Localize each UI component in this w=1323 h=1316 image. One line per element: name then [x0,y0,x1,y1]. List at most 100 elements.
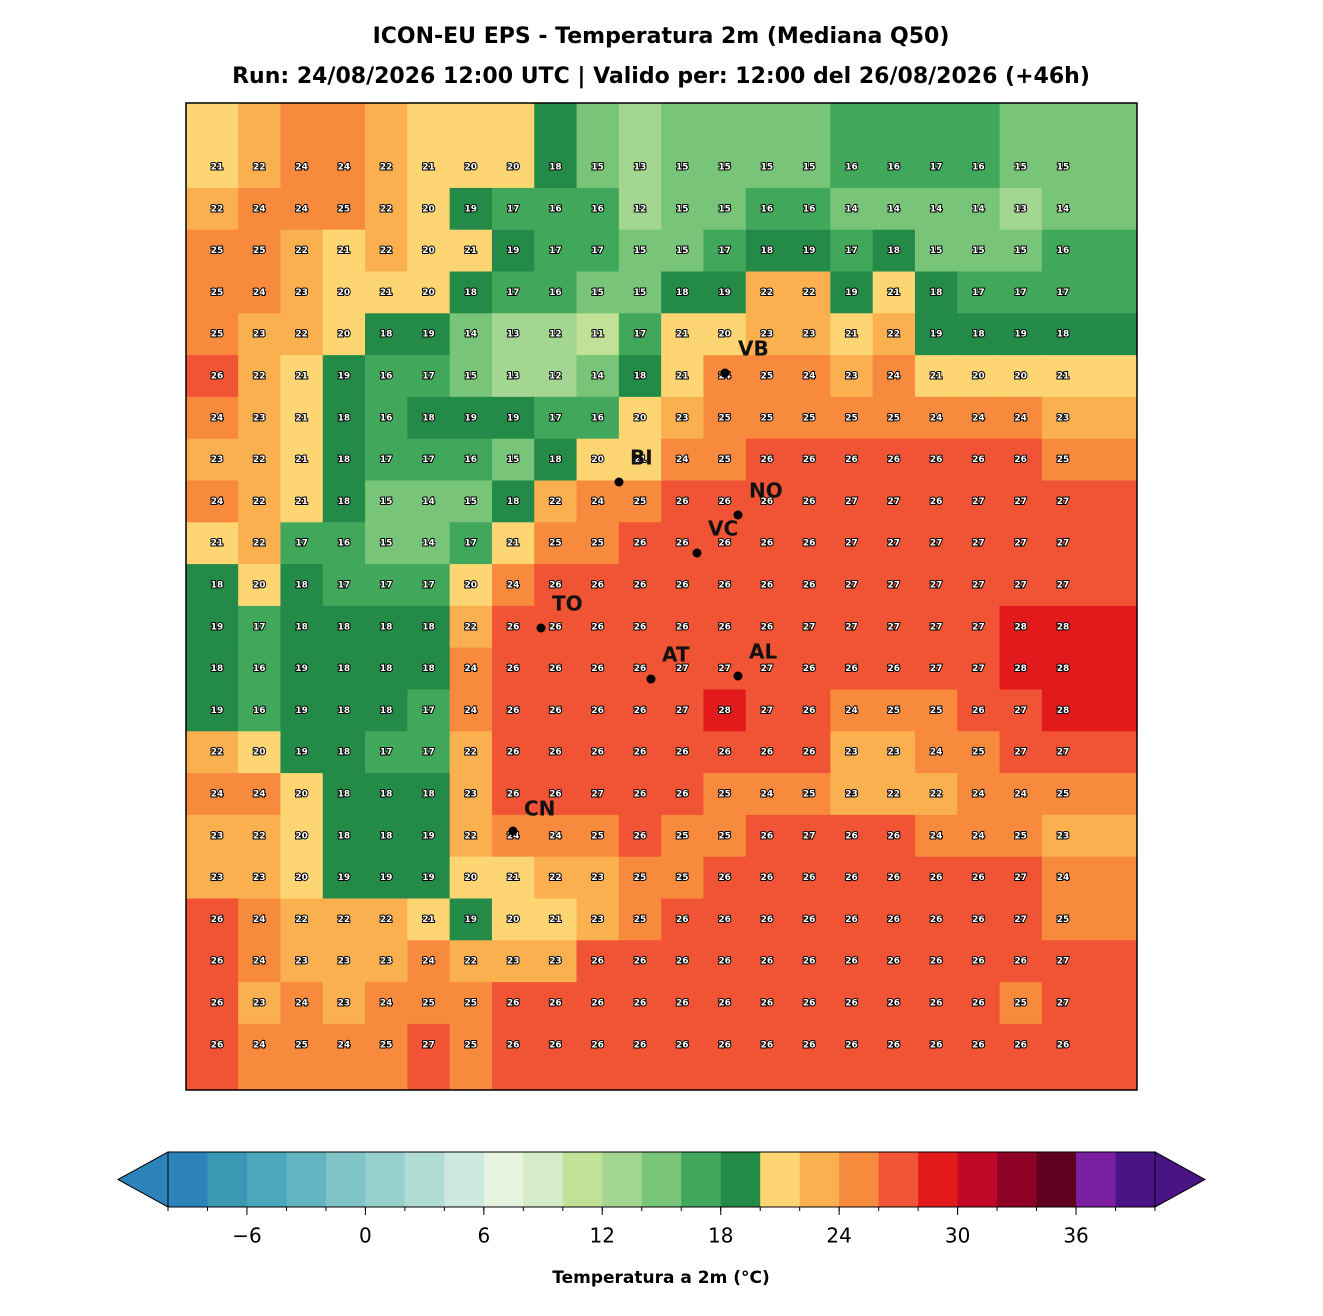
temperature-cell [322,187,366,231]
colorbar-bin [1115,1152,1156,1207]
temperature-cell [280,814,324,858]
temperature-cell [703,103,747,189]
temperature-label: 27 [1014,748,1027,758]
temperature-cell [1041,689,1138,732]
temperature-label: 18 [338,664,351,674]
temperature-label: 19 [465,413,478,423]
temperature-label: 26 [591,1040,604,1050]
temperature-cell [449,773,493,816]
temperature-label: 26 [761,748,774,758]
temperature-label: 18 [338,831,351,841]
temperature-label: 14 [591,372,604,382]
temperature-label: 27 [930,581,943,591]
temperature-cell [661,187,704,231]
temperature-label: 26 [1014,1040,1027,1050]
temperature-cell [661,647,704,690]
temperature-label: 27 [1014,873,1027,883]
temperature-cell [322,856,366,899]
temperature-cell [238,647,281,690]
temperature-label: 19 [507,413,520,423]
temperature-label: 13 [507,372,520,382]
temperature-label: 18 [507,497,520,507]
temperature-cell [576,229,620,272]
temperature-label: 20 [1014,372,1027,382]
temperature-cell [407,229,451,272]
temperature-cell [491,187,535,231]
temperature-cell [703,229,747,272]
temperature-cell [788,605,831,649]
temperature-cell [872,522,916,565]
temperature-label: 24 [972,413,985,423]
temperature-cell [491,898,535,941]
temperature-label: 14 [422,497,435,507]
temperature-label: 22 [465,957,478,967]
temperature-cell [449,271,493,314]
temperature-label: 22 [253,372,266,382]
temperature-cell [914,229,958,272]
colorbar-bin [483,1152,524,1207]
temperature-label: 20 [295,790,308,800]
temperature-label: 23 [338,957,351,967]
temperature-label: 26 [676,915,689,925]
temperature-label: 26 [549,790,562,800]
temperature-cell [1041,271,1138,314]
temperature-label: 25 [930,706,943,716]
temperature-label: 21 [211,163,224,173]
temperature-label: 18 [380,790,393,800]
temperature-cell [830,480,874,523]
temperature-cell [703,731,747,774]
temperature-cell [280,689,324,732]
temperature-cell [186,229,239,272]
temperature-cell [661,856,704,899]
temperature-label: 17 [380,581,393,591]
temperature-cell [407,564,451,607]
temperature-label: 27 [888,539,901,549]
colorbar-bin [760,1152,801,1207]
temperature-label: 24 [803,372,816,382]
temperature-cell [576,647,620,690]
temperature-cell [280,103,324,189]
temperature-cell [830,1023,874,1091]
temperature-label: 26 [507,1040,520,1050]
temperature-label: 27 [972,664,985,674]
temperature-cell [999,856,1043,899]
temperature-cell [830,564,874,607]
temperature-label: 17 [465,539,478,549]
temperature-label: 22 [465,622,478,632]
temperature-label: 23 [803,330,816,340]
temperature-cell [186,940,239,983]
temperature-label: 25 [1014,999,1027,1009]
temperature-cell [534,355,578,398]
temperature-label: 27 [845,581,858,591]
temperature-cell [914,564,958,607]
temperature-label: 26 [761,957,774,967]
temperature-cell [914,605,958,649]
station-dot [692,548,702,558]
temperature-cell [872,773,916,816]
temperature-cell [914,522,958,565]
temperature-cell [830,856,874,899]
temperature-cell [534,187,578,231]
temperature-label: 26 [930,915,943,925]
temperature-cell [957,856,1001,899]
temperature-label: 27 [1057,581,1070,591]
temperature-cell [1041,480,1138,523]
temperature-cell [788,814,831,858]
temperature-cell [280,564,324,607]
temperature-label: 14 [930,204,943,214]
temperature-label: 18 [380,706,393,716]
temperature-label: 24 [253,790,266,800]
temperature-cell [322,564,366,607]
temperature-label: 27 [1014,539,1027,549]
temperature-label: 25 [1014,831,1027,841]
temperature-cell [788,731,831,774]
temperature-label: 15 [803,163,816,173]
temperature-label: 26 [718,622,731,632]
temperature-label: 27 [888,581,901,591]
temperature-label: 21 [507,873,520,883]
temperature-label: 26 [718,581,731,591]
temperature-label: 16 [972,163,985,173]
temperature-cell [1041,103,1138,189]
temperature-cell [365,564,408,607]
